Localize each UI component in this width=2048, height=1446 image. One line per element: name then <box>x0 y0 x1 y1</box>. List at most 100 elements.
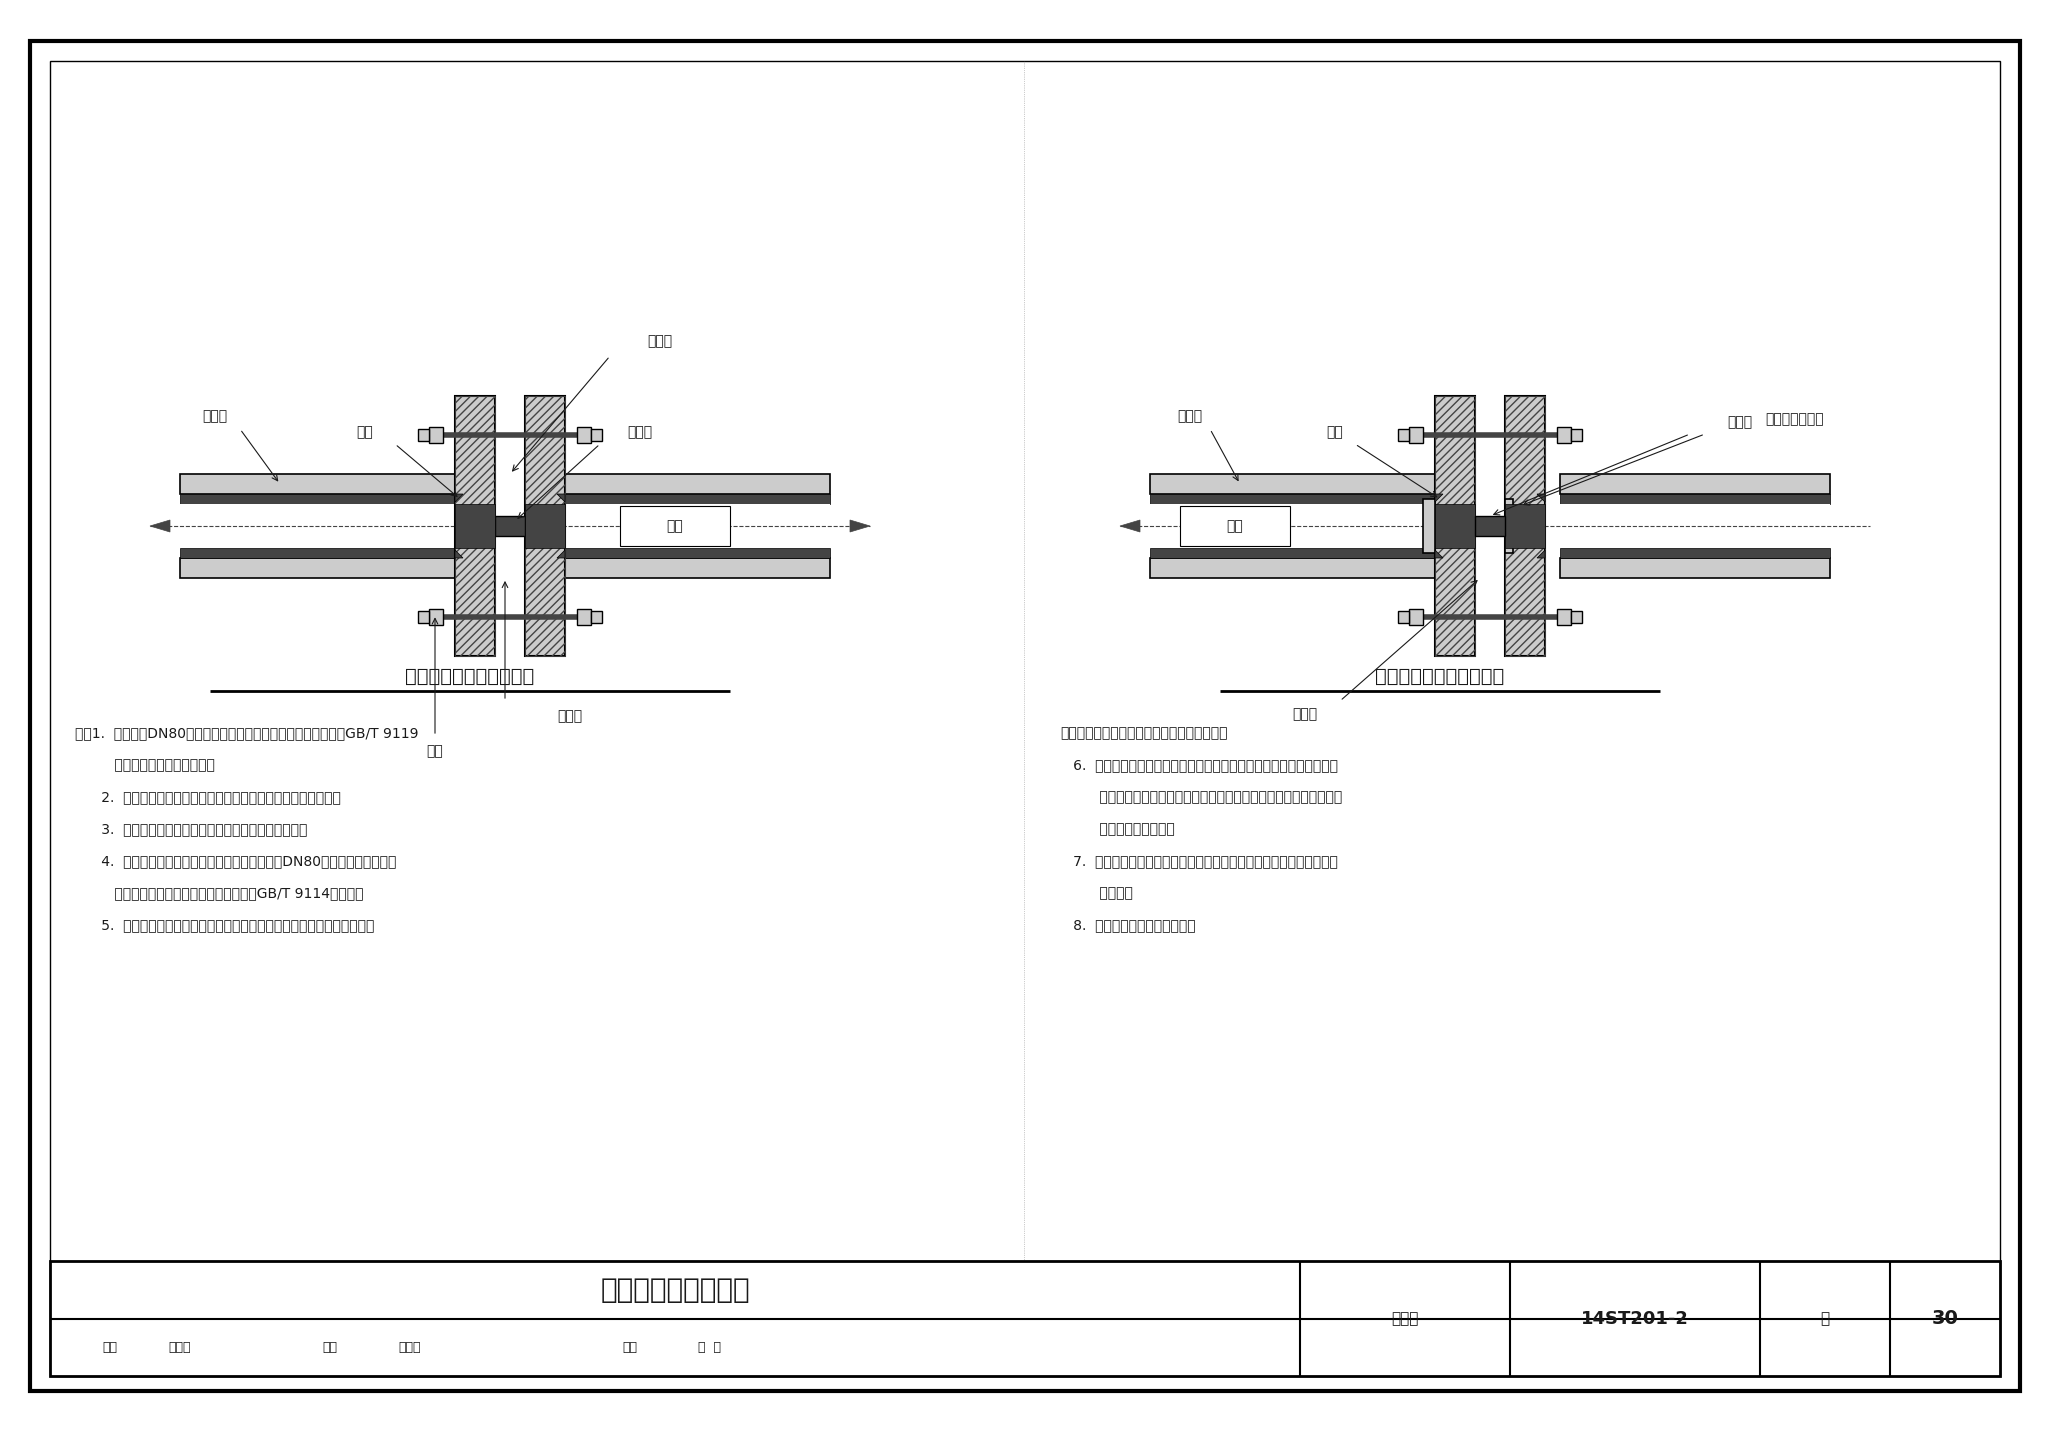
Text: 钢法兰: 钢法兰 <box>557 709 582 723</box>
Polygon shape <box>1436 495 1444 502</box>
Bar <box>1561 474 1831 495</box>
Polygon shape <box>455 549 463 558</box>
Bar <box>592 429 602 441</box>
Bar <box>592 612 602 623</box>
Text: 图集号: 图集号 <box>1391 1312 1419 1326</box>
Polygon shape <box>557 495 565 502</box>
Bar <box>1556 427 1571 442</box>
Bar <box>1151 505 1460 548</box>
Bar <box>418 429 428 441</box>
Bar <box>1571 429 1581 441</box>
Bar <box>565 474 829 495</box>
Text: 5.  采用一次安装时，可现场测量、绘制管道单线图，送工厂进行管段、: 5. 采用一次安装时，可现场测量、绘制管道单线图，送工厂进行管段、 <box>76 918 375 933</box>
Bar <box>1151 474 1460 495</box>
Bar <box>428 609 442 625</box>
Text: 钢法兰: 钢法兰 <box>647 334 672 348</box>
Text: 配件涂（衬）塑料加工后，再运到现场安装。: 配件涂（衬）塑料加工后，再运到现场安装。 <box>1061 726 1227 740</box>
Bar <box>180 558 455 578</box>
Bar <box>49 1261 2001 1377</box>
Bar <box>1561 548 1831 558</box>
Bar <box>1505 396 1544 656</box>
Bar <box>1399 612 1409 623</box>
Text: 4.  凸面带颈螺纹钢制法兰仅适用于管径不大于DN80的钢塑复合管连接，: 4. 凸面带颈螺纹钢制法兰仅适用于管径不大于DN80的钢塑复合管连接， <box>76 855 397 868</box>
Bar <box>1505 505 1544 548</box>
Polygon shape <box>1536 495 1544 502</box>
Bar <box>1436 396 1475 656</box>
Text: 7.  钢塑复合管内衬涂层必须延伸到法兰端面，严禁将端面衬、涂防腐: 7. 钢塑复合管内衬涂层必须延伸到法兰端面，严禁将端面衬、涂防腐 <box>1061 855 1337 868</box>
Text: 钢塑管: 钢塑管 <box>1178 409 1202 424</box>
Bar <box>621 506 729 547</box>
Polygon shape <box>850 521 870 532</box>
Bar <box>1561 558 1831 578</box>
Bar <box>180 474 455 495</box>
Bar <box>496 516 524 536</box>
Bar <box>578 427 592 442</box>
Bar <box>1151 495 1460 505</box>
Bar <box>1151 558 1460 578</box>
Text: 凸面带颈钢法兰: 凸面带颈钢法兰 <box>1765 412 1825 427</box>
Text: 审核: 审核 <box>102 1340 117 1353</box>
Text: 钢法兰: 钢法兰 <box>1292 707 1317 722</box>
Text: 凸面带颈法兰连接示意图: 凸面带颈法兰连接示意图 <box>1376 667 1505 685</box>
Text: 密封圈: 密封圈 <box>1726 415 1753 429</box>
Bar <box>455 505 496 548</box>
Text: 校对: 校对 <box>322 1340 338 1353</box>
Text: 层切掉。: 层切掉。 <box>1061 886 1133 899</box>
Text: 张先群: 张先群 <box>168 1340 190 1353</box>
Polygon shape <box>150 521 170 532</box>
Bar <box>1561 495 1831 505</box>
Bar <box>565 548 829 558</box>
Bar <box>1409 427 1423 442</box>
Text: 钢塑管: 钢塑管 <box>203 409 227 424</box>
Bar <box>524 396 565 656</box>
Bar <box>180 505 455 548</box>
Bar <box>1556 609 1571 625</box>
Text: 徐  智: 徐 智 <box>698 1340 721 1353</box>
Bar <box>565 495 829 505</box>
Text: 螺栓: 螺栓 <box>426 745 442 758</box>
Bar <box>524 396 565 656</box>
Bar <box>524 505 565 548</box>
Text: 的凸面板式平焊钢制法兰。: 的凸面板式平焊钢制法兰。 <box>76 758 215 772</box>
Text: 30: 30 <box>1931 1309 1958 1327</box>
Text: 设计: 设计 <box>623 1340 637 1353</box>
Text: 针焊: 针焊 <box>356 425 373 440</box>
Bar <box>565 505 829 548</box>
Text: 密封圈: 密封圈 <box>627 425 653 440</box>
Text: 赵际顺: 赵际顺 <box>399 1340 422 1353</box>
Bar <box>418 612 428 623</box>
Text: 运到现场进行安装。: 运到现场进行安装。 <box>1061 821 1176 836</box>
Bar <box>1505 499 1513 552</box>
Polygon shape <box>1436 549 1444 558</box>
Text: 2.  在现场安装法兰时，应采用内衬塑凸面带颈螺纹钢制法兰。: 2. 在现场安装法兰时，应采用内衬塑凸面带颈螺纹钢制法兰。 <box>76 790 340 804</box>
Bar <box>455 396 496 656</box>
Bar <box>1436 505 1475 548</box>
Bar <box>455 396 496 656</box>
Text: 焊接拼装管道，然后拆下运到加工厂进行涂（衬）塑料加工后，再: 焊接拼装管道，然后拆下运到加工厂进行涂（衬）塑料加工后，再 <box>1061 790 1341 804</box>
Text: 针焊: 针焊 <box>1327 425 1343 440</box>
Polygon shape <box>1536 549 1544 558</box>
Bar <box>1399 429 1409 441</box>
Bar <box>1423 499 1436 552</box>
Text: 法兰应符合《凸面带颈螺纹钢制法兰》GB/T 9114的规定。: 法兰应符合《凸面带颈螺纹钢制法兰》GB/T 9114的规定。 <box>76 886 362 899</box>
Bar <box>1151 548 1460 558</box>
Bar <box>1561 505 1831 548</box>
Bar <box>565 558 829 578</box>
Text: 3.  法兰的工作压力等级应与管道的工作压力相匹配。: 3. 法兰的工作压力等级应与管道的工作压力相匹配。 <box>76 821 307 836</box>
Bar <box>1180 506 1290 547</box>
Polygon shape <box>1120 521 1141 532</box>
Text: 6.  采用二次安装时，可在现场用未涂（衬）塑料的钢管和管件或法兰: 6. 采用二次安装时，可在现场用未涂（衬）塑料的钢管和管件或法兰 <box>1061 758 1337 772</box>
Bar <box>1436 396 1475 656</box>
Bar <box>578 609 592 625</box>
Text: 14ST201-2: 14ST201-2 <box>1581 1310 1690 1327</box>
Text: 页: 页 <box>1821 1312 1829 1326</box>
Text: 钢塑复合管法兰连接: 钢塑复合管法兰连接 <box>600 1275 750 1304</box>
Bar <box>180 548 455 558</box>
Text: 衬塑: 衬塑 <box>1227 519 1243 534</box>
Bar <box>1505 396 1544 656</box>
Bar <box>180 495 455 505</box>
Bar <box>1409 609 1423 625</box>
Bar <box>1571 612 1581 623</box>
Text: 8.  密封圈可采用硅胶橡胶板。: 8. 密封圈可采用硅胶橡胶板。 <box>1061 918 1196 933</box>
Bar <box>428 427 442 442</box>
